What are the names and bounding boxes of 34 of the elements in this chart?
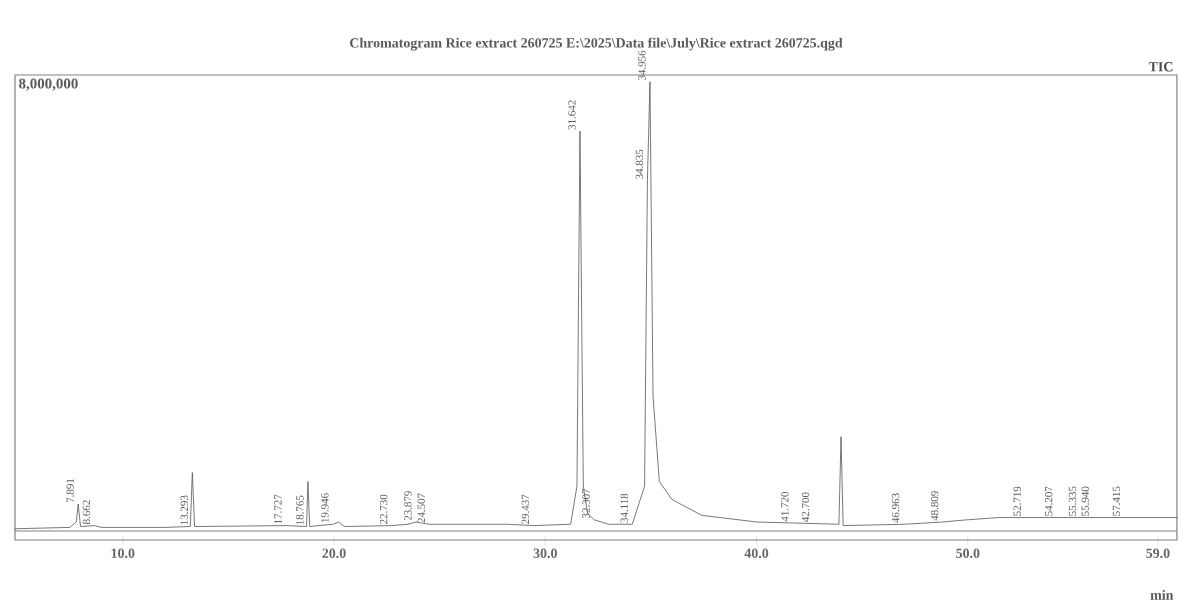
- annotation: 7.891: [66, 478, 74, 503]
- annotation: 17.727: [274, 494, 282, 524]
- annotation: 57.415: [1112, 486, 1121, 516]
- x-tick-label: 10.0: [111, 548, 135, 558]
- annotation: 34.835: [635, 149, 644, 179]
- annotation: 22.730: [379, 494, 388, 524]
- annotation: 13.293: [180, 495, 189, 525]
- annotation: 48.809: [930, 491, 939, 521]
- annotation: 55.940: [1081, 486, 1089, 516]
- x-tick-label: 30.0: [533, 548, 557, 558]
- annotation: 46.963: [891, 493, 900, 523]
- annotation: 54.207: [1044, 486, 1053, 516]
- annotation: 34.956: [638, 50, 646, 80]
- annotation: 31.642: [568, 100, 576, 130]
- annotation: 8,000,000: [19, 78, 78, 91]
- annotation: 18.765: [296, 495, 304, 525]
- annotation: 23.879: [404, 491, 412, 521]
- x-tick-label: 59.0: [1146, 548, 1170, 558]
- annotation: 55.335: [1068, 486, 1077, 516]
- chart-title: Chromatogram Rice extract 260725 E:\2025\Data file\July\Rice extract 260725.qgd: [350, 37, 843, 51]
- annotation: 24.507: [417, 493, 425, 523]
- annotation: 42.700: [801, 492, 810, 522]
- annotation: 34.118: [620, 493, 628, 523]
- x-tick-label: 40.0: [744, 548, 769, 558]
- annotation: 52.719: [1013, 486, 1021, 516]
- annotation: 8.662: [82, 500, 91, 524]
- annotation: 41.720: [781, 491, 789, 522]
- annotation: 19.946: [321, 493, 329, 523]
- text: TIC: [1148, 62, 1173, 72]
- x-axis-title: min: [1150, 590, 1174, 600]
- x-tick-label: 50.0: [956, 548, 980, 558]
- x-tick-label: 20.0: [322, 548, 346, 558]
- annotation: 32.307: [582, 488, 590, 519]
- annotation: 29.437: [521, 494, 530, 524]
